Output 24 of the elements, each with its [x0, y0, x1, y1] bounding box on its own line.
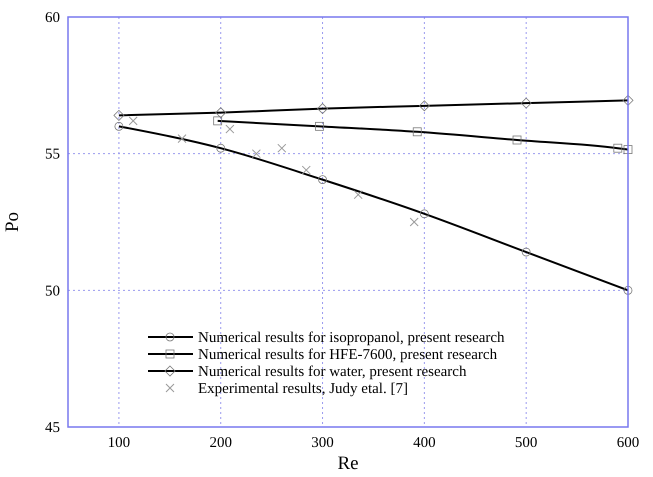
- y-tick-label: 45: [45, 420, 60, 436]
- legend-label: Experimental results, Judy etal. [7]: [198, 381, 408, 397]
- y-tick-label: 55: [45, 146, 60, 163]
- legend-label: Numerical results for HFE-7600, present research: [198, 347, 498, 363]
- point: [410, 218, 419, 226]
- x-tick-label: 200: [209, 435, 232, 451]
- point: [252, 149, 261, 158]
- point: [277, 144, 286, 153]
- point: [302, 166, 311, 175]
- legend-label: Numerical results for isopropanol, present research: [198, 330, 506, 346]
- y-tick-label: 50: [45, 283, 60, 300]
- point: [128, 116, 138, 126]
- x-tick-label: 500: [514, 435, 538, 451]
- point: [225, 124, 234, 134]
- point: [354, 190, 363, 200]
- legend-label: Numerical results for water, present research: [198, 364, 467, 380]
- x-tick-label: 400: [413, 435, 436, 451]
- x-tick-label: 300: [311, 435, 334, 451]
- x-tick-label: 100: [108, 435, 130, 451]
- point: [178, 134, 187, 144]
- x-tick-label: 600: [616, 435, 640, 451]
- y-tick-label: 60: [45, 10, 60, 26]
- y-axis-title: Po: [2, 212, 23, 232]
- x-axis-title: Re: [337, 453, 359, 474]
